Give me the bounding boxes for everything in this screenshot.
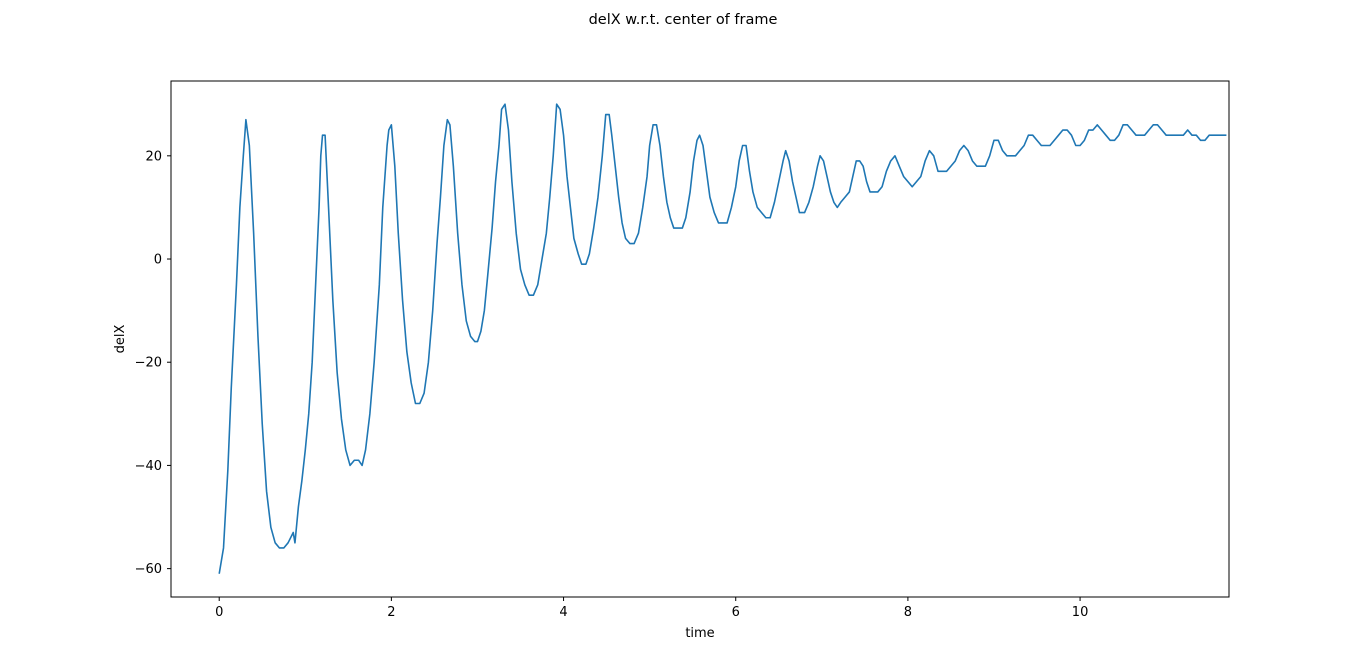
x-axis-ticks: 0 2 4 6 8 10: [215, 597, 1088, 620]
y-tick-label: −40: [135, 459, 162, 474]
x-tick-label: 6: [732, 605, 740, 620]
x-tick-label: 2: [387, 605, 395, 620]
series-layer: [218, 103, 1227, 574]
y-tick-label: 0: [154, 253, 162, 268]
y-tick-label: −60: [135, 562, 162, 577]
chart-title: delX w.r.t. center of frame: [589, 12, 778, 28]
plot-frame: [170, 80, 1230, 598]
y-tick-label: −20: [135, 356, 162, 371]
y-tick-label: 20: [145, 149, 162, 164]
y-axis-ticks: −60 −40 −20 0 20: [135, 149, 171, 577]
plot-area: [171, 81, 1229, 597]
x-tick-label: 8: [904, 605, 912, 620]
x-tick-label: 10: [1072, 605, 1089, 620]
y-axis-label: delX: [113, 325, 128, 354]
x-tick-label: 0: [215, 605, 223, 620]
x-axis-label: time: [685, 626, 714, 641]
series-line-0: [218, 103, 1227, 574]
x-tick-label: 4: [559, 605, 567, 620]
